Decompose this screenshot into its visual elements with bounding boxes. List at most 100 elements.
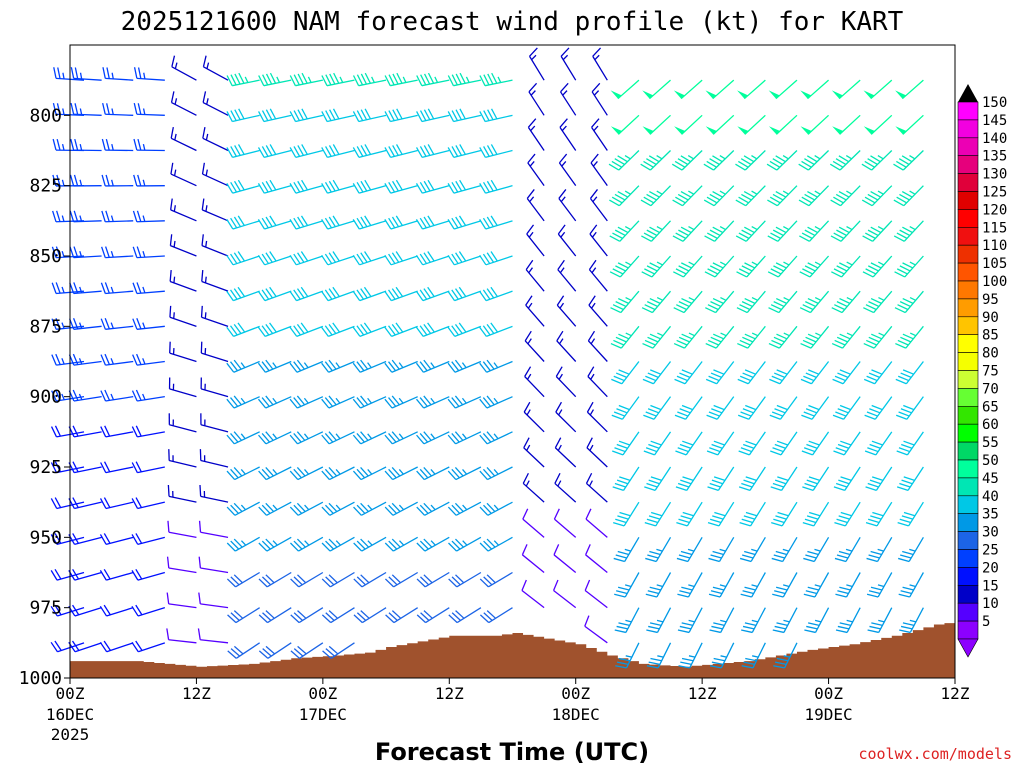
x-tick-time: 12Z xyxy=(435,684,464,703)
wind-barb xyxy=(100,461,134,474)
wind-barb xyxy=(479,251,513,266)
wind-barb xyxy=(834,537,861,563)
wind-barb xyxy=(675,466,703,492)
wind-barb xyxy=(200,305,229,327)
wind-barb xyxy=(290,607,324,624)
wind-barb xyxy=(611,361,640,385)
wind-barb xyxy=(384,466,418,481)
wind-barb xyxy=(802,501,830,527)
colorbar-swatch xyxy=(957,262,979,282)
wind-barb xyxy=(737,79,766,100)
wind-barb xyxy=(99,640,134,653)
colorbar-label: 10 xyxy=(982,596,999,612)
colorbar-swatch xyxy=(957,584,979,604)
wind-barb xyxy=(200,413,229,433)
wind-barb xyxy=(384,215,418,230)
wind-barb xyxy=(865,501,893,527)
wind-barb xyxy=(171,55,197,81)
wind-barb xyxy=(226,108,260,123)
wind-barb xyxy=(798,185,830,207)
wind-barb xyxy=(100,425,134,438)
wind-barb xyxy=(643,396,672,420)
wind-barb xyxy=(769,361,798,385)
wind-barb xyxy=(352,144,387,158)
wind-barb xyxy=(69,246,102,259)
colorbar-label: 130 xyxy=(982,167,1007,183)
wind-barb xyxy=(831,79,861,100)
wind-barb xyxy=(585,508,608,538)
wind-barb xyxy=(741,607,766,634)
wind-barb xyxy=(560,82,577,116)
wind-barb xyxy=(831,290,861,314)
wind-barb xyxy=(524,330,545,362)
wind-barb xyxy=(560,47,577,81)
wind-barb xyxy=(831,325,861,349)
wind-barb xyxy=(352,179,387,194)
wind-barb xyxy=(68,353,102,366)
wind-barb xyxy=(676,537,703,563)
wind-barb xyxy=(527,118,545,151)
x-tick-date: 18DEC xyxy=(552,705,600,724)
wind-barb xyxy=(321,251,355,266)
wind-barb xyxy=(101,210,134,223)
colorbar-swatch xyxy=(957,620,979,640)
wind-barb xyxy=(833,431,861,456)
wind-barb xyxy=(133,67,165,81)
colorbar-label: 125 xyxy=(982,185,1007,201)
wind-barb xyxy=(799,255,830,278)
wind-barb xyxy=(708,537,735,563)
wind-barb xyxy=(226,144,260,158)
colorbar-label: 70 xyxy=(982,381,999,397)
wind-barb xyxy=(609,185,640,207)
wind-barb xyxy=(608,150,640,171)
wind-barb xyxy=(799,290,830,314)
colorbar-swatch xyxy=(957,244,979,264)
wind-barb xyxy=(832,361,861,385)
wind-barb xyxy=(613,501,640,527)
colorbar-label: 55 xyxy=(982,435,999,451)
wind-barb xyxy=(709,607,735,634)
wind-barb xyxy=(289,144,324,158)
wind-barb xyxy=(352,286,387,302)
wind-barb xyxy=(51,353,85,366)
wind-barb xyxy=(767,255,798,278)
wind-barb xyxy=(895,361,924,385)
x-tick-time: 00Z xyxy=(308,684,337,703)
wind-barb xyxy=(257,359,292,373)
wind-barb xyxy=(862,220,893,242)
wind-barb xyxy=(864,396,893,420)
colorbar-label: 65 xyxy=(982,399,999,415)
wind-barb xyxy=(553,544,577,574)
wind-barb xyxy=(68,568,102,581)
wind-barb xyxy=(479,431,513,445)
wind-barb xyxy=(257,144,292,158)
wind-barb xyxy=(447,251,482,266)
wind-barb xyxy=(893,220,924,242)
x-tick-time: 12Z xyxy=(688,684,717,703)
wind-barb xyxy=(133,174,165,187)
wind-barb xyxy=(290,571,324,588)
wind-barb xyxy=(166,556,197,574)
colorbar-swatch xyxy=(957,227,979,246)
wind-barb xyxy=(707,466,735,492)
wind-barb xyxy=(69,174,102,187)
wind-barb xyxy=(772,572,798,598)
wind-barb xyxy=(673,290,703,314)
wind-barb xyxy=(70,138,102,152)
wind-barb xyxy=(642,79,671,100)
wind-barb xyxy=(226,322,260,338)
y-tick-label: 825 xyxy=(29,176,62,197)
wind-barb xyxy=(610,325,640,349)
wind-barb xyxy=(675,431,703,456)
wind-barb xyxy=(257,179,292,194)
y-tick-label: 800 xyxy=(29,105,62,126)
wind-barb xyxy=(558,153,577,187)
wind-barb xyxy=(321,431,355,445)
wind-barb xyxy=(447,286,482,302)
x-tick-time: 12Z xyxy=(941,684,970,703)
wind-barb xyxy=(289,395,324,409)
wind-barb xyxy=(321,144,355,158)
wind-barb xyxy=(353,571,387,588)
wind-barb xyxy=(803,572,830,598)
colorbar-swatch xyxy=(957,298,979,318)
